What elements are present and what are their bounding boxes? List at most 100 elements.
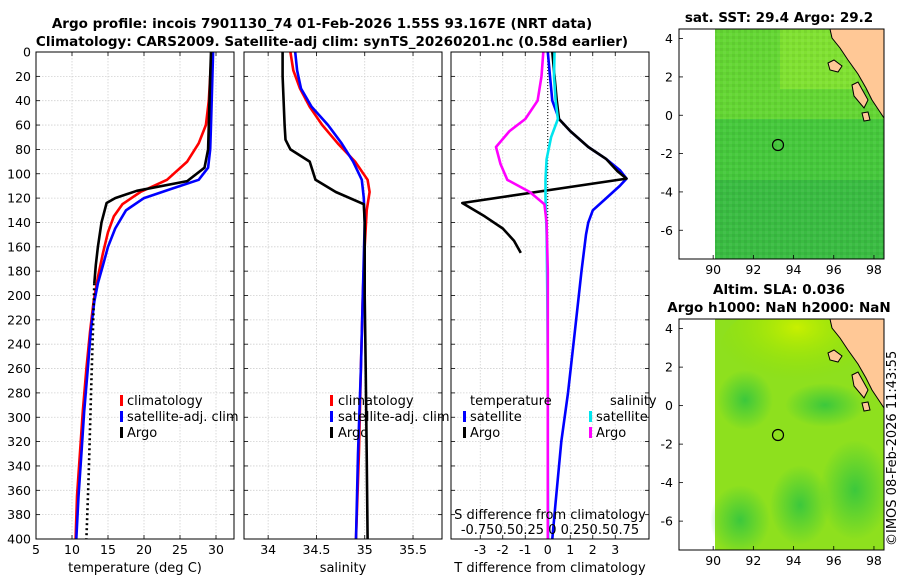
sla-low-anomaly-west <box>717 370 773 430</box>
sst-map-title: sat. SST: 29.4 Argo: 29.2 <box>685 10 873 26</box>
depth-tick-label: 100 <box>7 166 31 181</box>
x-tick-label: 34.5 <box>303 542 331 557</box>
legend-t-argo-swatch <box>463 427 466 438</box>
lat-tick-label: 4 <box>665 321 673 336</box>
legend-argo-swatch <box>330 427 333 438</box>
sla-argo-position-marker <box>771 428 785 442</box>
sumatra-land <box>829 29 884 119</box>
s-difference-label: S difference from climatology <box>454 508 646 523</box>
legend-argo-label: Argo <box>338 426 368 441</box>
x-tick-label: 20 <box>136 542 152 557</box>
legend-satellite-label: satellite-adj. clim <box>338 410 450 425</box>
lon-tick-label: 92 <box>745 262 761 277</box>
lon-tick-label: 90 <box>705 553 721 568</box>
depth-tick-label: 240 <box>7 337 31 352</box>
lat-tick-label: -6 <box>661 514 674 529</box>
island-batu <box>861 401 871 412</box>
legend-s-satellite-swatch <box>589 411 592 422</box>
figure-title-line2: Climatology: CARS2009. Satellite-adj cli… <box>36 34 628 50</box>
sla-map-panel: Altim. SLA: 0.036 Argo h1000: NaN h2000:… <box>661 282 891 568</box>
series-line-argo-extrapolated <box>85 283 96 540</box>
series-line-satellite-adj-clim <box>293 51 367 540</box>
island-simeulue <box>827 349 843 363</box>
plot-frame <box>35 51 235 540</box>
depth-tick-label: 320 <box>7 434 31 449</box>
salinity-profile-panel: 34 34.5 35 35.5 salinity <box>243 51 443 576</box>
difference-legend: temperature satellite Argo salinity sate… <box>463 394 657 441</box>
x-tick-label: 5 <box>32 542 40 557</box>
legend-argo-swatch <box>120 427 123 438</box>
lat-tick-label: 2 <box>665 360 673 375</box>
depth-tick-label: 20 <box>15 69 31 84</box>
lat-tick-label: 4 <box>665 31 673 46</box>
s-difference-tick-labels: -0.750.50.25 0 0.250.50.75 <box>461 523 639 538</box>
lon-tick-label: 94 <box>786 262 802 277</box>
temperature-legend: climatology satellite-adj. clim Argo <box>120 394 239 441</box>
sumatra-land <box>829 319 884 409</box>
depth-tick-label: 140 <box>7 215 31 230</box>
depth-tick-label: 60 <box>15 118 31 133</box>
sla-map-frame <box>678 318 885 551</box>
x-tick-label: 35.5 <box>399 542 427 557</box>
legend-climatology-swatch <box>120 395 123 406</box>
x-tick-label: 30 <box>208 542 224 557</box>
series-line-argo <box>281 52 369 540</box>
legend-t-argo-label: Argo <box>470 426 500 441</box>
series-line-argo <box>93 51 213 284</box>
depth-tick-label: 200 <box>7 288 31 303</box>
depth-tick-label: 80 <box>15 142 31 157</box>
legend-temperature-header: temperature <box>470 394 552 409</box>
figure-title-line1: Argo profile: incois 7901130_74 01-Feb-2… <box>52 16 592 32</box>
lat-tick-label: -2 <box>661 437 673 452</box>
depth-tick-label: 360 <box>7 483 31 498</box>
x-tick-label: 3 <box>611 542 619 557</box>
legend-climatology-label: climatology <box>127 394 203 409</box>
legend-satellite-swatch <box>330 411 333 422</box>
series-line-climatology <box>74 51 213 540</box>
depth-tick-label: 160 <box>7 239 31 254</box>
lon-tick-label: 90 <box>705 262 721 277</box>
legend-argo-label: Argo <box>127 426 157 441</box>
lat-tick-label: -6 <box>661 223 674 238</box>
sst-map-ticks: 90 92 94 96 98 4 2 0 -2 -4 -6 <box>661 31 882 277</box>
depth-tick-label: 180 <box>7 264 31 279</box>
sla-map-title-line2: Argo h1000: NaN h2000: NaN <box>667 300 890 316</box>
lat-tick-label: 0 <box>665 108 673 123</box>
x-tick-label: 0 <box>544 542 552 557</box>
sst-map-frame <box>678 28 885 260</box>
lat-tick-label: -2 <box>661 146 673 161</box>
temperature-profile-panel: 0 20 40 60 80 100 120 140 160 180 200 220 240 260 280 3… <box>7 45 235 576</box>
sst-map-panel: sat. SST: 29.4 Argo: 29.2 90 92 94 96 98 4 2 0 -… <box>661 10 885 277</box>
salinity-legend: climatology satellite-adj. clim Argo <box>330 394 450 441</box>
legend-s-satellite-label: satellite <box>596 410 648 425</box>
x-tick-label: -3 <box>474 542 486 557</box>
plot-frame <box>450 51 650 540</box>
legend-satellite-label: satellite-adj. clim <box>127 410 239 425</box>
x-axis-label: T difference from climatology <box>453 561 646 576</box>
x-tick-label: 15 <box>100 542 116 557</box>
legend-s-argo-label: Argo <box>596 426 626 441</box>
depth-tick-label: 220 <box>7 312 31 327</box>
series-line-satellite-adj-clim <box>75 51 215 540</box>
sla-low-anomaly-southwest <box>710 485 770 550</box>
depth-tick-label: 280 <box>7 385 31 400</box>
sla-map-ticks: 90 92 94 96 98 4 2 0 -2 -4 -6 <box>661 321 882 568</box>
island-batu <box>861 111 871 122</box>
lon-tick-label: 96 <box>826 553 842 568</box>
lat-tick-label: -4 <box>661 475 674 490</box>
lat-tick-label: -4 <box>661 184 674 199</box>
legend-salinity-header: salinity <box>610 394 657 409</box>
x-axis-label: temperature (deg C) <box>68 561 202 576</box>
lon-tick-label: 98 <box>866 553 882 568</box>
island-nias <box>851 371 869 399</box>
x-tick-label: 25 <box>172 542 188 557</box>
sla-low-anomaly-east <box>785 383 865 427</box>
x-tick-label: 10 <box>64 542 80 557</box>
depth-tick-label: 400 <box>7 532 31 547</box>
x-tick-label: 35 <box>357 542 373 557</box>
island-nias <box>851 81 869 109</box>
depth-tick-label: 340 <box>7 458 31 473</box>
legend-climatology-swatch <box>330 395 333 406</box>
lon-tick-label: 96 <box>826 262 842 277</box>
